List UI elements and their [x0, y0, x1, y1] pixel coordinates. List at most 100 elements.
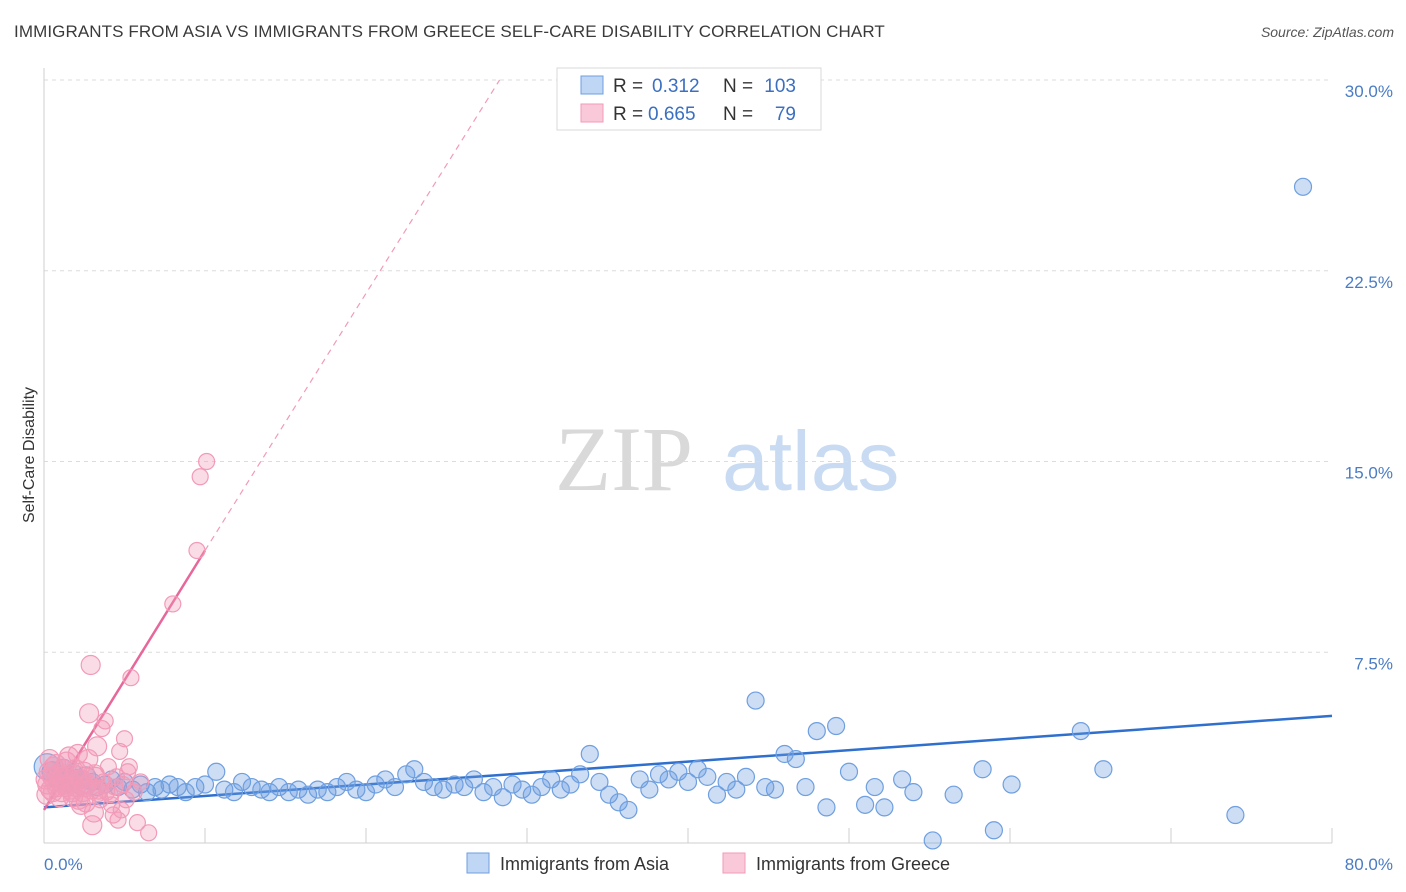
greece-point	[120, 758, 138, 776]
asia-point	[875, 798, 894, 817]
asia-point	[289, 780, 308, 799]
asia-point	[736, 767, 756, 786]
x-tick-labels: 0.0% 80.0%	[44, 855, 1393, 874]
y-tick-labels: 7.5% 15.0% 22.5% 30.0%	[1345, 82, 1393, 673]
asia-point	[434, 780, 453, 799]
asia-point	[405, 760, 424, 779]
asia-point	[775, 744, 794, 764]
asia-point	[786, 749, 805, 769]
asia-point	[1094, 760, 1113, 779]
x-tick-label-0: 0.0%	[44, 855, 83, 874]
greece-point	[78, 748, 99, 770]
asia-point	[522, 785, 541, 804]
asia-point	[688, 760, 707, 779]
asia-point	[807, 721, 826, 741]
asia-point	[337, 772, 356, 792]
asia-point	[269, 777, 289, 797]
greece-point	[112, 801, 130, 819]
asia-point	[619, 800, 638, 820]
asia-point	[474, 783, 493, 802]
asia-point	[580, 744, 599, 764]
greece-point	[140, 824, 158, 842]
legend-asia-r-label: R =	[613, 76, 643, 97]
asia-point	[717, 772, 736, 792]
legend-asia-n: 103	[764, 76, 796, 97]
asia-point	[600, 785, 619, 804]
asia-point	[1226, 805, 1245, 825]
greece-point	[58, 746, 80, 767]
greece-point	[45, 754, 67, 775]
greece-point	[109, 811, 127, 829]
greece-point	[188, 541, 206, 560]
greece-point	[78, 703, 100, 724]
asia-point	[893, 770, 912, 789]
greece-point	[84, 764, 105, 785]
asia-point	[707, 785, 727, 804]
legend-greece-n: 79	[775, 104, 796, 125]
asia-point	[855, 795, 875, 814]
bottom-legend-greece: Immigrants from Greece	[756, 854, 950, 874]
y-tick-label-2: 22.5%	[1345, 273, 1393, 292]
asia-point	[727, 780, 746, 799]
asia-point	[385, 777, 405, 797]
greece-point	[164, 595, 182, 613]
legend-box: R = 0.312 N = 103 R = 0.665 N = 79	[556, 67, 822, 131]
y-axis-label: Self-Care Disability	[21, 387, 38, 523]
greece-point	[191, 468, 209, 486]
asia-point	[551, 780, 570, 799]
asia-point	[817, 798, 836, 817]
asia-point	[356, 783, 376, 802]
bottom-legend: Immigrants from Asia Immigrants from Gre…	[466, 852, 950, 874]
legend-asia-n-label: N =	[723, 76, 753, 97]
asia-point	[376, 770, 395, 789]
greece-trend-extension	[204, 79, 501, 551]
greece-point	[132, 773, 150, 791]
asia-point	[318, 783, 337, 802]
asia-point	[984, 821, 1004, 840]
bottom-legend-asia-swatch	[466, 852, 490, 874]
asia-point	[796, 777, 815, 797]
asia-point	[590, 772, 609, 792]
asia-point	[649, 765, 669, 784]
asia-point	[366, 775, 385, 794]
asia-point	[195, 775, 215, 794]
asia-point	[904, 783, 923, 802]
asia-point	[464, 770, 483, 789]
grid-lines	[44, 79, 1332, 653]
asia-point	[678, 772, 698, 792]
legend-greece-r: 0.665	[648, 104, 696, 125]
greece-trend-line	[42, 549, 207, 811]
legend-greece-swatch	[580, 103, 604, 123]
series-asia-points	[33, 177, 1313, 850]
legend-asia-swatch	[580, 75, 604, 95]
legend-greece-r-label: R =	[613, 104, 643, 125]
chart-title: IMMIGRANTS FROM ASIA VS IMMIGRANTS FROM …	[14, 22, 885, 41]
bottom-legend-greece-swatch	[722, 852, 746, 874]
greece-point	[198, 452, 216, 471]
asia-point	[746, 691, 765, 710]
asia-point	[923, 831, 942, 850]
series-greece-points	[35, 452, 216, 842]
asia-point	[1071, 721, 1090, 741]
chart-source: Source: ZipAtlas.com	[1260, 24, 1394, 40]
asia-point	[207, 762, 226, 781]
greece-point	[49, 787, 70, 808]
greece-point	[96, 712, 114, 730]
greece-point	[80, 654, 101, 676]
asia-point	[176, 783, 195, 802]
y-tick-label-0: 7.5%	[1354, 654, 1393, 673]
y-tick-label-1: 15.0%	[1345, 464, 1393, 483]
greece-point	[82, 815, 103, 836]
greece-point	[115, 730, 134, 748]
asia-point	[455, 777, 474, 797]
bottom-legend-asia: Immigrants from Asia	[500, 854, 670, 874]
asia-point	[414, 772, 434, 792]
asia-point	[827, 716, 846, 736]
greece-point	[125, 783, 143, 801]
watermark-zip: ZIP	[555, 408, 693, 510]
asia-point	[765, 780, 785, 799]
greece-point	[122, 669, 140, 687]
y-tick-label-3: 30.0%	[1345, 82, 1393, 101]
greece-point	[111, 742, 129, 761]
